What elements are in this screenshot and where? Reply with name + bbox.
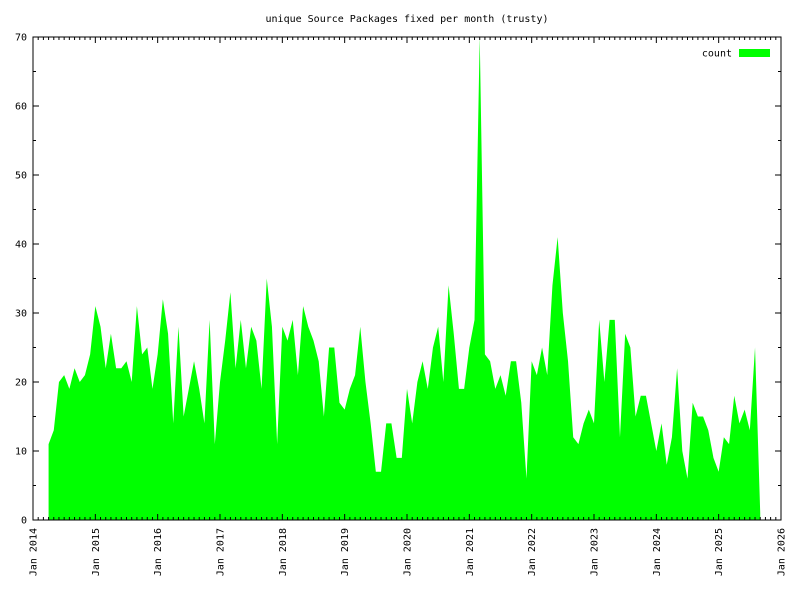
x-tick-label: Jan 2017 [216,528,227,576]
x-tick-label: Jan 2025 [714,528,725,576]
x-tick-label: Jan 2022 [527,528,538,576]
chart-title: unique Source Packages fixed per month (… [266,14,549,25]
x-tick-label: Jan 2016 [153,528,164,576]
y-tick-label: 50 [15,171,27,182]
x-tick-label: Jan 2019 [340,528,351,576]
x-tick-label: Jan 2021 [465,528,476,576]
y-tick-label: 0 [21,516,27,527]
y-tick-label: 60 [15,102,27,113]
x-tick-label: Jan 2015 [91,528,102,576]
y-tick-label: 20 [15,378,27,389]
x-tick-label: Jan 2026 [777,528,788,576]
legend-swatch [739,49,770,57]
x-tick-label: Jan 2014 [29,528,40,576]
y-tick-label: 30 [15,309,27,320]
x-tick-label: Jan 2020 [403,528,414,576]
y-tick-label: 40 [15,240,27,251]
y-tick-label: 70 [15,33,27,44]
legend-label: count [702,49,732,60]
x-tick-label: Jan 2018 [278,528,289,576]
y-tick-label: 10 [15,447,27,458]
area [48,37,761,520]
x-tick-label: Jan 2024 [652,528,663,576]
x-tick-label: Jan 2023 [590,528,601,576]
